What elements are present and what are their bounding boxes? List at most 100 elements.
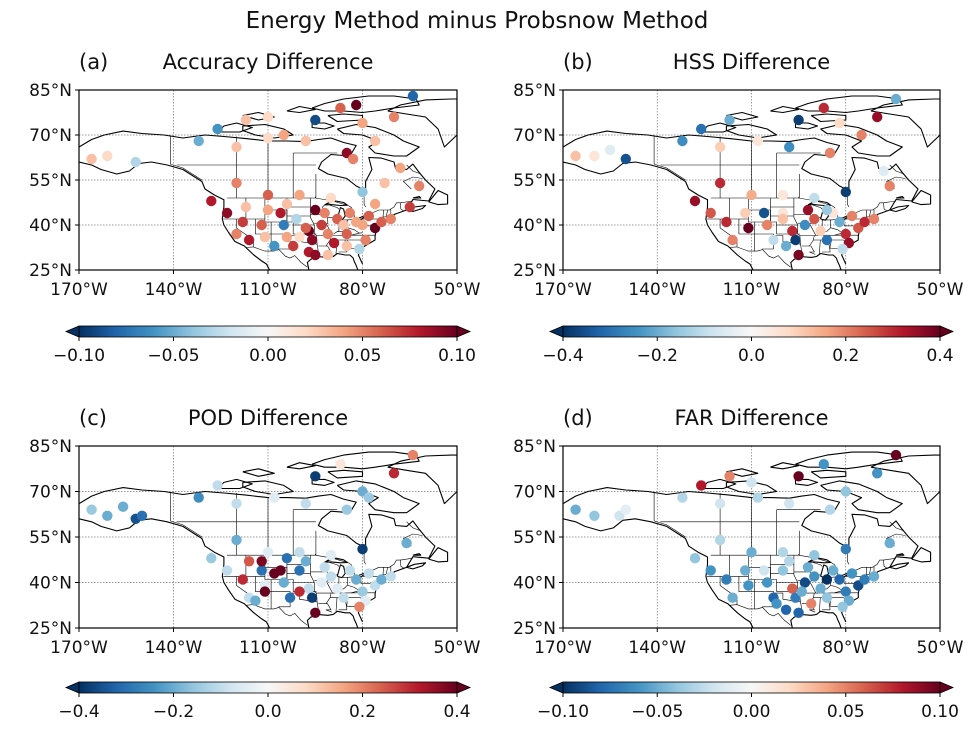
station-point	[780, 604, 792, 615]
station-point	[740, 565, 751, 576]
coastline	[311, 122, 335, 130]
border-line	[402, 176, 423, 190]
coastline	[286, 462, 316, 470]
lat-tick-label: 70°N	[29, 126, 72, 146]
station-point	[388, 111, 400, 123]
station-point	[758, 207, 770, 219]
border-line	[270, 579, 291, 608]
station-point	[762, 577, 773, 588]
station-point	[231, 141, 242, 153]
station-point	[828, 565, 839, 576]
map-area	[563, 446, 940, 628]
station-point	[784, 498, 795, 509]
station-point	[237, 574, 248, 585]
panel-title: Accuracy Difference	[163, 50, 374, 74]
station-point	[727, 592, 738, 603]
border-line	[719, 219, 738, 247]
lon-tick-label: 80°W	[822, 638, 869, 658]
border-line	[236, 219, 254, 247]
station-point	[758, 565, 770, 576]
lat-tick-label: 40°N	[29, 216, 72, 236]
station-point	[414, 180, 425, 192]
station-point	[840, 486, 851, 497]
station-point	[407, 449, 419, 461]
border-line	[719, 576, 738, 605]
coastline	[810, 469, 847, 479]
station-point	[743, 580, 754, 591]
panel-title: HSS Difference	[673, 50, 830, 74]
station-point	[281, 198, 293, 210]
station-point	[310, 249, 321, 261]
border-line	[793, 555, 803, 610]
coastline	[412, 553, 422, 556]
station-point	[369, 198, 381, 210]
station-point	[303, 583, 315, 594]
station-point	[689, 553, 701, 564]
station-point	[815, 225, 826, 237]
colorbar-tick-label: −0.10	[537, 702, 589, 722]
border-line	[245, 246, 308, 268]
border-line	[809, 235, 815, 247]
colorbar: −0.4 −0.2 0.0 0.2 0.4	[58, 681, 472, 722]
station-point	[821, 234, 833, 246]
border-line	[385, 209, 388, 217]
lon-tick-label: 170°W	[534, 638, 592, 658]
map-area	[563, 90, 940, 270]
coastline	[79, 161, 271, 270]
station-point	[351, 574, 362, 585]
border-line	[406, 164, 421, 175]
colorbar-tick-label: −0.4	[58, 702, 99, 722]
station-point	[727, 234, 738, 246]
station-point	[570, 504, 581, 515]
border-line	[848, 559, 887, 573]
station-point	[868, 213, 880, 225]
station-point	[821, 574, 833, 585]
station-point	[777, 547, 789, 558]
lat-tick-label: 40°N	[513, 216, 556, 236]
coastline	[286, 105, 316, 114]
station-point	[363, 492, 374, 503]
station-point	[338, 592, 349, 603]
border-line	[325, 593, 332, 604]
station-point	[319, 562, 330, 573]
station-point	[705, 207, 716, 219]
border-line	[729, 246, 791, 268]
station-point	[752, 135, 763, 147]
station-point	[589, 510, 600, 521]
station-point	[357, 586, 368, 597]
station-point	[310, 471, 321, 482]
station-point	[262, 547, 274, 558]
colorbar-tick-label: 0.05	[344, 346, 382, 366]
station-point	[212, 123, 223, 135]
coastline	[700, 122, 737, 133]
coastline	[726, 468, 759, 477]
station-point	[840, 186, 851, 198]
station-point	[846, 568, 858, 579]
lat-tick-label: 55°N	[29, 171, 72, 191]
colorbar-tick-label: 0.0	[738, 346, 765, 366]
lon-tick-label: 110°W	[239, 638, 297, 658]
coastline	[725, 123, 778, 139]
station-point	[762, 219, 773, 231]
station-point	[310, 204, 321, 216]
station-point	[714, 141, 726, 153]
station-point	[294, 565, 305, 576]
station-point	[834, 574, 845, 585]
border-line	[819, 239, 821, 254]
border-line	[654, 520, 686, 538]
station-point	[294, 547, 305, 558]
station-point	[696, 480, 707, 491]
panel-title: POD Difference	[188, 406, 348, 430]
station-point	[793, 607, 804, 618]
coastline	[412, 195, 422, 199]
station-point	[306, 234, 318, 246]
station-point	[784, 556, 795, 567]
station-point	[256, 565, 267, 576]
coastline	[895, 553, 905, 556]
border-line	[819, 597, 821, 612]
station-point	[102, 510, 113, 521]
station-point	[240, 114, 252, 126]
coastline	[770, 462, 800, 470]
colorbar-gradient	[563, 326, 940, 337]
station-point	[102, 150, 113, 162]
